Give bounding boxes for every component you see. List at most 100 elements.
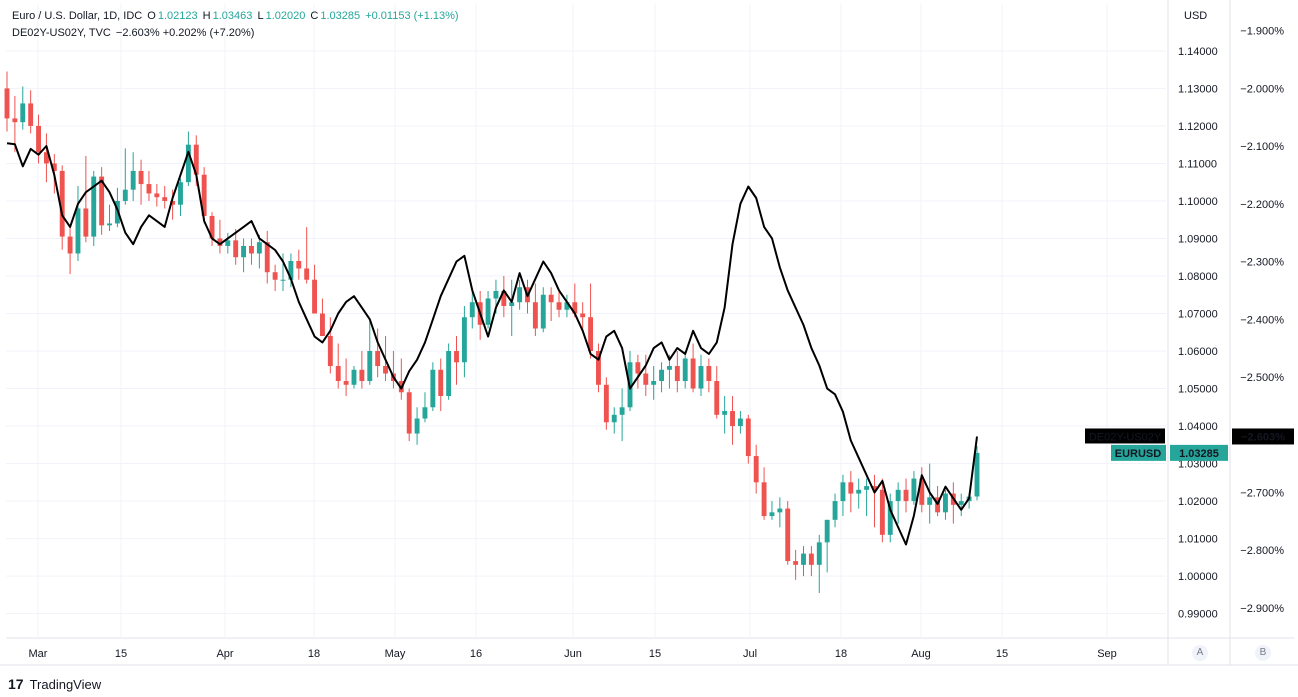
eurusd-name-tag: [1111, 444, 1166, 461]
candle-body: [769, 512, 775, 517]
candle-body: [674, 366, 680, 382]
candle-body: [272, 272, 278, 280]
price-tick-label: 1.14000: [1178, 46, 1218, 58]
time-tick-label: Jun: [564, 648, 582, 660]
candle-body: [67, 236, 73, 254]
main-series-legend: Euro / U.S. Dollar, 1D, IDC O 1.02123 H 1.…: [12, 10, 461, 22]
price-tick-label: 1.01000: [1178, 534, 1218, 546]
candle-body: [895, 489, 901, 502]
candle-body: [225, 240, 231, 246]
spread-tick-label: −1.900%: [1240, 26, 1284, 38]
scale-b-button[interactable]: B: [1255, 645, 1271, 661]
candle-body: [856, 489, 862, 494]
candle-body: [879, 489, 885, 535]
candle-body: [107, 223, 112, 226]
candle-body: [943, 493, 948, 513]
time-tick-label: Jul: [743, 648, 757, 660]
candle-body: [501, 290, 507, 306]
candle-body: [138, 170, 144, 185]
candle-body: [59, 170, 65, 237]
spread-tick-label: −2.700%: [1240, 487, 1284, 499]
candle-body: [4, 88, 10, 119]
candle-body: [714, 381, 720, 415]
candle-body: [722, 411, 728, 415]
candle-body: [304, 268, 310, 280]
candle-body: [548, 294, 554, 303]
candle-body: [438, 369, 444, 397]
candle-body: [91, 176, 97, 237]
candle-body: [493, 290, 499, 299]
secondary-series-title: DE02Y-US02Y, TVC: [12, 27, 111, 39]
candle-body: [461, 317, 467, 363]
spread-name-label: DE02Y-US02Y: [1089, 431, 1162, 443]
candle-body: [903, 489, 909, 502]
time-tick-label: Sep: [1097, 648, 1117, 660]
price-tick-label: 1.07000: [1178, 308, 1218, 320]
price-tick-label: 1.12000: [1178, 121, 1218, 133]
candle-body: [454, 351, 459, 363]
candle-body: [280, 279, 286, 281]
candle-body: [596, 351, 601, 385]
candle-body: [51, 163, 57, 171]
time-tick-label: May: [385, 648, 406, 660]
brand-name: TradingView: [29, 676, 102, 692]
candle-body: [193, 144, 199, 175]
spread-tick-label: −2.300%: [1240, 257, 1284, 269]
open-value: 1.02123: [157, 10, 198, 22]
spread-name-tag: [1085, 428, 1165, 444]
candle-body: [375, 351, 381, 367]
candle-body: [666, 366, 672, 370]
price-tick-label: 0.99000: [1178, 609, 1218, 621]
candle-body: [919, 478, 925, 505]
candle-body: [83, 208, 89, 237]
candle-body: [635, 362, 641, 374]
candle-body: [927, 497, 933, 505]
low-label: L: [257, 10, 264, 22]
candle-body: [659, 369, 664, 382]
spread-tick-label: −2.900%: [1240, 603, 1284, 615]
price-tick-label: 1.06000: [1178, 346, 1218, 358]
price-tick-label: 1.00000: [1178, 571, 1218, 583]
secondary-series-values: −2.603% +0.202% (+7.20%): [115, 27, 255, 39]
price-tick-label: 1.13000: [1178, 83, 1218, 95]
candle-body: [832, 501, 838, 520]
close-label: C: [310, 10, 319, 22]
auto-scale-button[interactable]: A: [1192, 645, 1208, 661]
candle-body: [43, 152, 49, 164]
price-tick-label: 1.08000: [1178, 271, 1218, 283]
spread-tick-label: −2.400%: [1240, 314, 1284, 326]
candle-body: [367, 351, 373, 382]
price-tick-label: 1.09000: [1178, 233, 1218, 245]
candle-body: [327, 336, 333, 367]
candle-body: [564, 302, 570, 310]
candle-body: [130, 170, 136, 190]
candle-body: [162, 197, 168, 201]
candle-body: [343, 381, 349, 385]
candle-body: [422, 407, 428, 419]
candle-body: [651, 381, 657, 385]
candle-body: [777, 508, 783, 513]
candle-body: [146, 184, 152, 194]
candle-body: [154, 193, 160, 198]
candle-body: [793, 561, 799, 565]
candle-body: [209, 215, 215, 239]
candle-body: [170, 200, 176, 205]
candle-body: [682, 358, 688, 382]
tradingview-logo-icon: 17: [8, 676, 24, 692]
eurusd-name-label: EURUSD: [1115, 448, 1162, 460]
candle-body: [532, 302, 538, 329]
candle-body: [75, 208, 81, 254]
footer: 17 TradingView: [8, 676, 101, 692]
candle-body: [201, 174, 207, 216]
candle-body: [233, 240, 239, 258]
spread-value-tag: [1232, 428, 1294, 445]
candle-body: [737, 418, 743, 427]
time-tick-label: 15: [649, 648, 661, 660]
candle-body: [178, 182, 183, 205]
candle-body: [556, 302, 562, 310]
candle-body: [509, 302, 515, 306]
candle-body: [249, 245, 254, 254]
candle-body: [241, 245, 247, 258]
candle-body: [611, 414, 617, 423]
